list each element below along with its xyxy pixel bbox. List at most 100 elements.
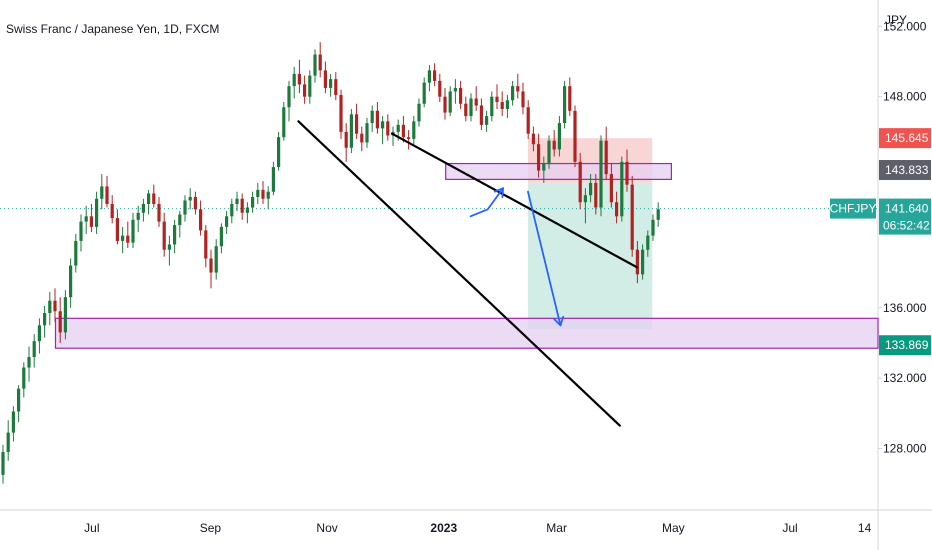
candle[interactable] [537,133,541,178]
candle[interactable] [495,84,499,110]
candle[interactable] [204,225,208,268]
candle[interactable] [573,105,577,168]
candle[interactable] [11,406,15,442]
candle[interactable] [131,212,135,248]
candle[interactable] [199,200,203,236]
candle[interactable] [167,235,171,266]
candle[interactable] [89,204,93,233]
candle[interactable] [1,444,5,484]
candle[interactable] [209,249,213,289]
candle[interactable] [443,87,447,120]
up-arrow[interactable] [469,187,504,218]
candle[interactable] [646,230,650,257]
candle[interactable] [469,93,473,122]
candle[interactable] [32,334,36,368]
candle[interactable] [381,116,385,145]
candle[interactable] [563,80,567,129]
candle[interactable] [594,174,598,215]
candle[interactable] [152,184,156,208]
candle[interactable] [599,135,603,217]
candle[interactable] [178,211,182,238]
candle[interactable] [464,96,468,122]
candle[interactable] [58,297,62,343]
candle[interactable] [100,174,104,210]
candle[interactable] [578,153,582,210]
candle[interactable] [22,362,26,398]
candle[interactable] [625,149,629,192]
candle[interactable] [344,123,348,162]
candle[interactable] [297,59,301,94]
candle[interactable] [391,126,395,146]
candle[interactable] [318,42,322,78]
candle[interactable] [277,131,281,171]
candle[interactable] [245,202,249,224]
candle[interactable] [360,126,364,152]
candle[interactable] [427,65,431,92]
candle[interactable] [656,202,660,227]
candle[interactable] [370,105,374,132]
candle[interactable] [604,126,608,180]
candle[interactable] [490,91,494,122]
candle[interactable] [271,161,275,196]
candle[interactable] [230,198,234,224]
candle[interactable] [43,306,47,338]
lower-trendline[interactable] [297,120,621,427]
candle[interactable] [589,174,593,203]
candle[interactable] [313,49,317,83]
price-tag[interactable] [879,198,931,235]
candle[interactable] [282,102,286,141]
candle[interactable] [459,80,463,110]
candle[interactable] [136,205,140,233]
candle[interactable] [407,130,411,150]
candle[interactable] [95,191,99,234]
down-arrow[interactable] [527,190,562,327]
candle[interactable] [79,214,83,252]
candle[interactable] [609,163,613,208]
candle[interactable] [27,346,31,382]
price-tag[interactable] [879,128,931,149]
candle[interactable] [349,109,353,153]
candle[interactable] [188,188,192,210]
candle[interactable] [505,94,509,118]
candle[interactable] [173,219,177,254]
candle[interactable] [339,89,343,139]
candle[interactable] [323,61,327,94]
candle[interactable] [6,420,10,461]
candle[interactable] [526,100,530,139]
candle[interactable] [84,205,88,234]
candle[interactable] [547,135,551,169]
candle[interactable] [115,209,119,245]
candle[interactable] [219,223,223,254]
candle[interactable] [147,189,151,215]
candle[interactable] [635,240,639,284]
candle[interactable] [479,98,483,131]
candle[interactable] [511,80,515,106]
candle[interactable] [287,80,291,122]
candle[interactable] [256,182,260,204]
candle[interactable] [542,156,546,183]
candle[interactable] [620,156,624,222]
candle[interactable] [225,211,229,234]
candle[interactable] [292,66,296,99]
candle[interactable] [552,130,556,157]
candle[interactable] [651,214,655,241]
candle[interactable] [401,116,405,143]
price-tag[interactable] [879,160,931,181]
candle[interactable] [516,73,520,99]
candle[interactable] [641,244,645,280]
candle[interactable] [568,77,572,117]
candle[interactable] [308,70,312,104]
candle[interactable] [417,98,421,127]
candle[interactable] [69,258,73,308]
candle[interactable] [53,288,57,322]
candle[interactable] [141,198,145,222]
candle[interactable] [433,63,437,87]
candle[interactable] [105,175,109,208]
resistance-zone[interactable] [445,162,673,180]
candle[interactable] [355,103,359,139]
candle[interactable] [240,193,244,220]
candle[interactable] [74,233,78,273]
candle[interactable] [412,116,416,145]
candle[interactable] [162,212,166,257]
